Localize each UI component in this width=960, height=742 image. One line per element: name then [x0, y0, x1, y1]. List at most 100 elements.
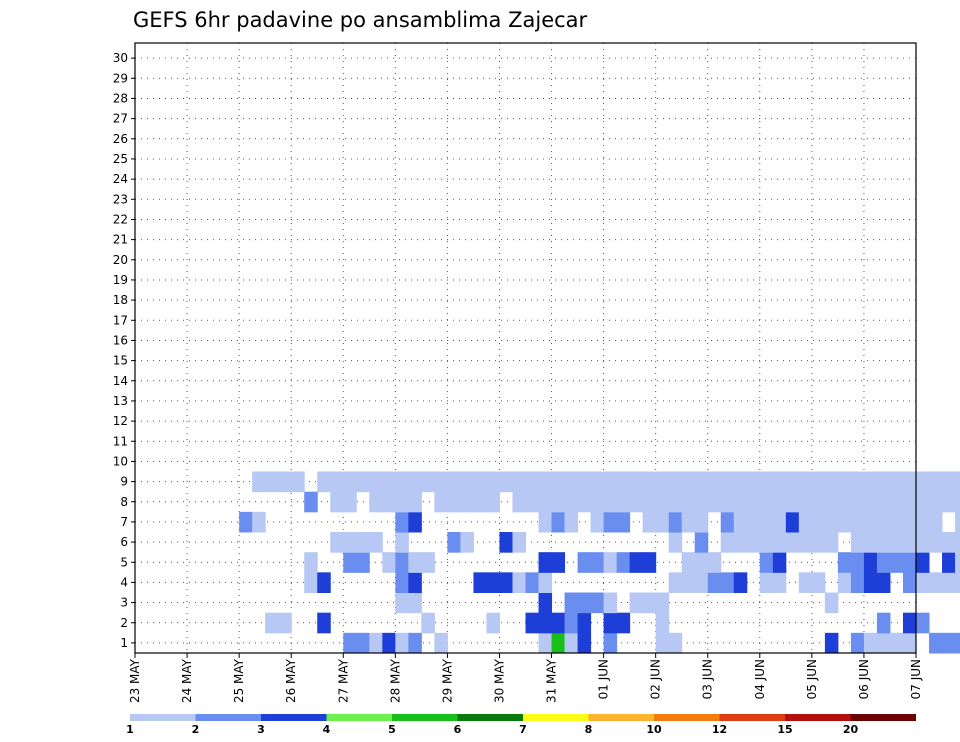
y-tick-label: 22: [113, 212, 128, 226]
legend-label: 12: [712, 723, 727, 736]
heatmap-cell: [916, 612, 930, 634]
heatmap-cell: [590, 471, 605, 493]
heatmap-cell: [942, 491, 956, 513]
heatmap-cell: [811, 511, 826, 533]
heatmap-cell: [681, 511, 696, 533]
heatmap-cell: [629, 491, 644, 513]
heatmap-cell: [694, 552, 709, 573]
heatmap-cell: [538, 572, 553, 594]
heatmap-cell: [785, 532, 800, 553]
heatmap-cell: [421, 552, 435, 573]
heatmap-cell: [889, 471, 904, 493]
heatmap-cell: [265, 471, 279, 493]
heatmap-cell: [486, 572, 500, 594]
heatmap-cell: [902, 491, 917, 513]
heatmap-cell: [616, 552, 631, 573]
heatmap-cell: [265, 612, 279, 634]
heatmap-cell: [850, 532, 865, 553]
heatmap-cell: [850, 632, 865, 654]
legend-swatch: [588, 714, 654, 721]
heatmap-cell: [291, 471, 305, 493]
x-tick-label: 01 JUN: [597, 659, 611, 699]
heatmap-cell: [577, 491, 592, 513]
heatmap-cell: [902, 511, 917, 533]
legend-label: 5: [388, 723, 396, 736]
heatmap-cell: [694, 471, 709, 493]
y-tick-label: 9: [120, 475, 128, 489]
heatmap-cell: [889, 532, 904, 553]
heatmap-cell: [889, 632, 904, 654]
heatmap-cell: [395, 632, 409, 654]
heatmap-cell: [486, 612, 500, 634]
heatmap-cell: [304, 491, 318, 513]
heatmap-cell: [434, 632, 448, 654]
heatmap-cell: [863, 491, 878, 513]
heatmap-cell: [811, 572, 826, 594]
heatmap-cell: [460, 471, 474, 493]
heatmap-cell: [304, 572, 318, 594]
y-tick-label: 16: [113, 333, 128, 347]
heatmap-cell: [382, 552, 396, 573]
heatmap-cell: [330, 532, 344, 553]
heatmap-cell: [343, 471, 357, 493]
heatmap-cell: [629, 592, 644, 614]
heatmap-cell: [837, 471, 852, 493]
x-tick-label: 06 JUN: [857, 659, 871, 699]
heatmap-cell: [759, 532, 774, 553]
heatmap-cell: [707, 471, 722, 493]
heatmap-cell: [772, 511, 787, 533]
y-tick-label: 12: [113, 414, 128, 428]
heatmap-cell: [395, 532, 409, 553]
heatmap-cell: [772, 532, 787, 553]
y-tick-label: 11: [113, 434, 128, 448]
x-tick-label: 03 JUN: [701, 659, 715, 699]
heatmap-cell: [759, 572, 774, 594]
y-tick-label: 24: [113, 172, 128, 186]
heatmap-cell: [538, 592, 553, 614]
heatmap-cell: [304, 552, 318, 573]
heatmap-cell: [668, 572, 683, 594]
heatmap-cell: [902, 572, 917, 594]
heatmap-cell: [916, 552, 930, 573]
heatmap-cell: [668, 632, 683, 654]
heatmap-cell: [603, 612, 618, 634]
heatmap-cell: [564, 592, 579, 614]
heatmap-cell: [551, 491, 566, 513]
heatmap-cell: [369, 532, 383, 553]
heatmap-cell: [733, 471, 748, 493]
heatmap-cell: [720, 511, 735, 533]
heatmap-cell: [876, 552, 891, 573]
heatmap-cell: [512, 572, 526, 594]
heatmap-cell: [642, 471, 657, 493]
heatmap-cell: [590, 592, 605, 614]
heatmap-cell: [551, 471, 566, 493]
heatmap-cell: [889, 511, 904, 533]
heatmap-cell: [916, 572, 930, 594]
heatmap-cell: [798, 572, 813, 594]
legend-swatch: [850, 714, 916, 721]
heatmap-cell: [850, 552, 865, 573]
heatmap-cell: [408, 552, 422, 573]
heatmap-cell: [460, 532, 474, 553]
heatmap-cell: [759, 552, 774, 573]
heatmap-cell: [694, 572, 709, 594]
x-tick-label: 23 MAY: [128, 658, 142, 703]
legend-swatch: [392, 714, 458, 721]
plot-frame: [134, 42, 917, 654]
y-tick-label: 13: [113, 394, 128, 408]
x-tick-label: 24 MAY: [180, 658, 194, 703]
y-tick-label: 15: [113, 354, 128, 368]
heatmap-cell: [356, 532, 370, 553]
heatmap-cell: [538, 471, 553, 493]
y-tick-label: 26: [113, 132, 128, 146]
heatmap-cell: [916, 511, 930, 533]
heatmap-cell: [876, 532, 891, 553]
heatmap-cell: [772, 572, 787, 594]
heatmap-cell: [525, 612, 540, 634]
heatmap-cell: [382, 632, 396, 654]
heatmap-cell: [473, 491, 487, 513]
heatmap-cell: [590, 511, 605, 533]
heatmap-cell: [668, 491, 683, 513]
heatmap-cell: [929, 511, 943, 533]
heatmap-cell: [629, 471, 644, 493]
